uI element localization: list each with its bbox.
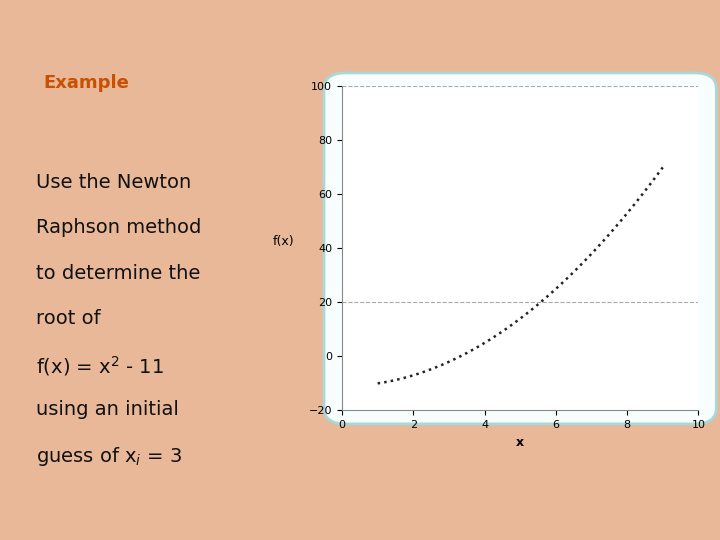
Text: guess of x$_i$ = 3: guess of x$_i$ = 3 (36, 446, 182, 468)
Text: f(x) = x$^2$ - 11: f(x) = x$^2$ - 11 (36, 355, 163, 379)
Text: Use the Newton: Use the Newton (36, 173, 192, 192)
Text: Raphson method: Raphson method (36, 218, 202, 237)
X-axis label: x: x (516, 436, 524, 449)
Text: to determine the: to determine the (36, 264, 200, 282)
Text: Example: Example (43, 73, 129, 92)
Text: using an initial: using an initial (36, 400, 179, 419)
Y-axis label: f(x): f(x) (273, 235, 294, 248)
Text: root of: root of (36, 309, 101, 328)
